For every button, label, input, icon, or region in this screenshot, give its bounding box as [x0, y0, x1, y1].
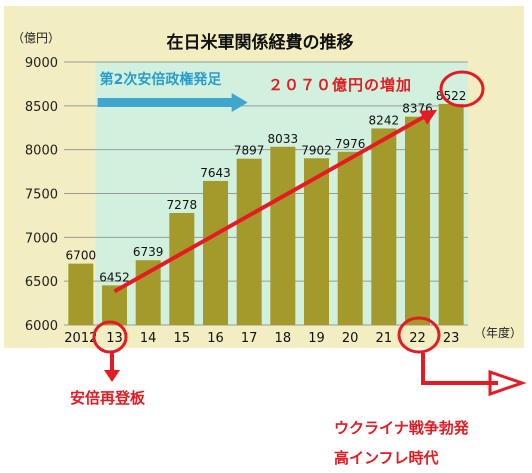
y-tick-label: 8500	[25, 100, 58, 115]
abe-government-label: 第2次安倍政権発足	[100, 71, 223, 88]
value-label: 7976	[335, 137, 366, 151]
y-tick-labels: 6000 6500 7000 7500 8000 8500 9000	[25, 56, 58, 334]
y-tick-label: 6000	[25, 319, 58, 334]
bars	[68, 103, 464, 325]
x-tick-label: 18	[275, 331, 292, 346]
bar	[102, 285, 127, 325]
x-tick-label: 13	[106, 331, 123, 346]
circle-2023-value	[439, 70, 485, 108]
bar	[135, 260, 161, 325]
bar	[371, 128, 397, 325]
value-label: 8033	[268, 132, 299, 146]
x-tick-label: 20	[342, 331, 359, 346]
y-unit-label: （億円）	[12, 31, 60, 45]
bar	[438, 103, 464, 325]
shade-arrow-shaft	[97, 98, 234, 107]
trend-arrowhead	[419, 109, 438, 125]
x-unit-label: （年度）	[474, 325, 522, 340]
value-label: 8242	[369, 113, 400, 127]
x-tick-label: 15	[174, 331, 191, 346]
abe-return-arrow	[104, 353, 120, 382]
y-tick-label: 9000	[25, 56, 58, 71]
y-tick-label: 6500	[25, 275, 58, 290]
value-label: 6452	[99, 270, 130, 284]
bar	[270, 146, 296, 325]
y-tick-label: 8000	[25, 144, 58, 159]
trend-line	[113, 112, 431, 294]
circle-2013-label	[92, 320, 128, 354]
circle-2022-label	[397, 316, 441, 354]
shade-arrow-head	[231, 93, 248, 112]
bar	[304, 158, 329, 325]
ukraine-war-label: ウクライナ戦争勃発	[334, 419, 470, 437]
x-tick-label: 21	[376, 331, 393, 346]
trend-arrow	[113, 109, 438, 294]
abe-government-arrow	[97, 93, 248, 112]
inflation-label: 高インフレ時代	[334, 449, 439, 467]
ukraine-arrow	[421, 353, 527, 397]
bar	[337, 151, 363, 325]
x-tick-label: 23	[443, 331, 460, 346]
x-tick-label: 19	[308, 331, 325, 346]
y-tick-label: 7500	[25, 188, 58, 203]
x-tick-label: 16	[207, 331, 224, 346]
value-label: 6700	[66, 249, 97, 263]
bar	[203, 180, 228, 325]
bar	[169, 212, 195, 325]
abe-return-label: 安倍再登板	[70, 389, 146, 407]
value-label: 7643	[200, 166, 231, 180]
bar	[405, 116, 430, 325]
value-label: 7897	[234, 144, 265, 158]
x-tick-label: 17	[241, 331, 258, 346]
value-label: 7278	[167, 198, 198, 212]
value-label: 7902	[301, 143, 332, 157]
x-tick-label: 2012	[64, 331, 97, 346]
chart-title: 在日米軍関係経費の推移	[167, 32, 354, 53]
y-tick-label: 7000	[25, 231, 58, 246]
bar	[236, 158, 262, 325]
x-tick-labels: 2012 13 14 15 16 17 18 19 20 21 22 23	[64, 331, 459, 346]
x-tick-label: 22	[409, 331, 426, 346]
bar	[68, 263, 94, 325]
increase-annotation: ２０７０億円の増加	[268, 76, 412, 94]
x-tick-label: 14	[140, 331, 157, 346]
value-label: 6739	[133, 245, 164, 259]
